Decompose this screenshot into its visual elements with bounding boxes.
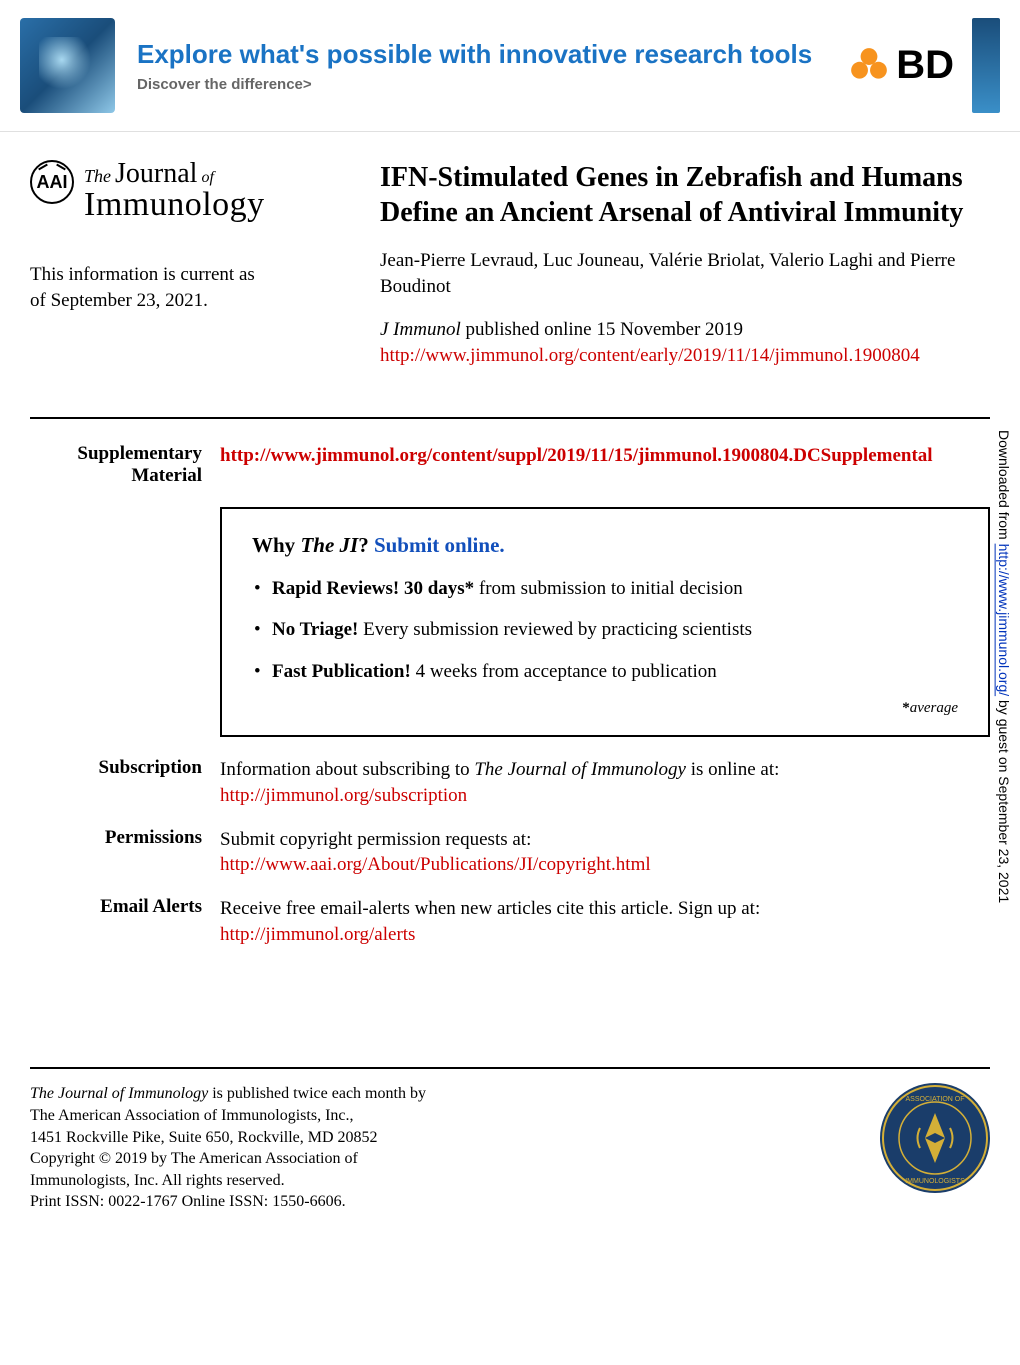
footer-line-0: The Journal of Immunology is published t… [30,1083,426,1105]
citation-pubinfo: published online 15 November 2019 [461,319,743,340]
promo-ji: The JI [300,533,358,557]
download-side-label: Downloaded from http://www.jimmunol.org/… [996,430,1012,903]
side-url-link[interactable]: http://www.jimmunol.org/ [996,544,1012,697]
metadata-section: Supplementary Material http://www.jimmun… [0,443,1020,948]
footer: The Journal of Immunology is published t… [0,1067,1020,1243]
promo-item-1-bold: No Triage! [272,619,358,640]
ad-subline: Discover the difference> [137,76,848,93]
permissions-label: Permissions [30,827,220,878]
divider-top [30,417,990,419]
supplementary-row: Supplementary Material http://www.jimmun… [30,443,990,487]
footer-line-2: 1451 Rockville Pike, Suite 650, Rockvill… [30,1127,426,1149]
article-url-link[interactable]: http://www.jimmunol.org/content/early/20… [380,345,920,366]
ad-headline: Explore what's possible with innovative … [137,38,848,71]
subscription-ji: The Journal of Immunology [474,759,686,780]
journal-immunology: Immunology [84,188,265,222]
aai-footer-seal-icon: ASSOCIATION OF IMMUNOLOGISTS [880,1083,990,1193]
ad-text-block: Explore what's possible with innovative … [137,38,848,94]
promo-why: Why [252,533,300,557]
ad-banner[interactable]: Explore what's possible with innovative … [0,0,1020,132]
journal-logo[interactable]: AAI The Journal of Immunology [30,160,360,222]
footer-line-4: Immunologists, Inc. All rights reserved. [30,1170,426,1192]
promo-item-2: Fast Publication! 4 weeks from acceptanc… [252,659,958,685]
journal-the: The [84,166,111,186]
citation-journal: J Immunol [380,319,461,340]
footer-line-1: The American Association of Immunologist… [30,1105,426,1127]
promo-item-2-rest: 4 weeks from acceptance to publication [411,661,717,682]
promo-q: ? [358,533,374,557]
permissions-value: Submit copyright permission requests at:… [220,827,990,878]
promo-item-1: No Triage! Every submission reviewed by … [252,617,958,643]
bd-logo[interactable]: BD [848,43,954,88]
supplementary-value: http://www.jimmunol.org/content/suppl/20… [220,443,990,487]
bd-clover-icon [848,45,890,87]
current-info-line1: This information is current as [30,262,360,288]
right-column: IFN-Stimulated Genes in Zebrafish and Hu… [360,160,990,369]
email-alerts-label: Email Alerts [30,896,220,947]
email-alerts-link[interactable]: http://jimmunol.org/alerts [220,924,415,945]
promo-item-0-rest: from submission to initial decision [474,578,743,599]
subscription-row: Subscription Information about subscribi… [30,757,990,808]
subscription-label: Subscription [30,757,220,808]
permissions-row: Permissions Submit copyright permission … [30,827,990,878]
promo-box: Why The JI? Submit online. Rapid Reviews… [220,507,990,738]
side-suffix: by guest on September 23, 2021 [996,696,1012,903]
ad-thumbnail [20,18,115,113]
subscription-text: Information about subscribing to [220,759,474,780]
journal-name: The Journal of Immunology [84,160,265,222]
footer-line-3: Copyright © 2019 by The American Associa… [30,1148,426,1170]
promo-item-2-bold: Fast Publication! [272,661,411,682]
supplementary-label: Supplementary Material [30,443,220,487]
svg-text:IMMUNOLOGISTS: IMMUNOLOGISTS [905,1178,965,1185]
promo-title: Why The JI? Submit online. [252,533,958,558]
subscription-value: Information about subscribing to The Jou… [220,757,990,808]
article-title: IFN-Stimulated Genes in Zebrafish and Hu… [380,160,990,230]
promo-list: Rapid Reviews! 30 days* from submission … [252,576,958,685]
header-section: AAI The Journal of Immunology This infor… [0,132,1020,393]
left-column: AAI The Journal of Immunology This infor… [30,160,360,369]
aai-seal-icon: AAI [30,160,74,204]
footer-text: The Journal of Immunology is published t… [30,1083,426,1213]
promo-item-1-rest: Every submission reviewed by practicing … [358,619,752,640]
email-alerts-value: Receive free email-alerts when new artic… [220,896,990,947]
promo-submit-link[interactable]: Submit online. [374,533,505,557]
journal-of: of [201,169,213,186]
footer-ji-italic: The Journal of Immunology [30,1085,208,1102]
email-alerts-row: Email Alerts Receive free email-alerts w… [30,896,990,947]
subscription-link[interactable]: http://jimmunol.org/subscription [220,785,467,806]
promo-avg-text: average [910,700,958,716]
bd-text: BD [896,43,954,88]
footer-flex: The Journal of Immunology is published t… [30,1083,990,1213]
journal-journal-word: Journal [115,158,197,189]
current-info-line2: of September 23, 2021. [30,288,360,314]
email-alerts-text: Receive free email-alerts when new artic… [220,898,760,919]
current-info: This information is current as of Septem… [30,262,360,313]
promo-item-0: Rapid Reviews! 30 days* from submission … [252,576,958,602]
subscription-text2: is online at: [686,759,779,780]
article-citation: J Immunol published online 15 November 2… [380,317,990,368]
ad-side-strip [972,18,1000,113]
supplementary-link[interactable]: http://www.jimmunol.org/content/suppl/20… [220,445,933,466]
permissions-text: Submit copyright permission requests at: [220,829,531,850]
footer-line-5: Print ISSN: 0022-1767 Online ISSN: 1550-… [30,1191,426,1213]
promo-item-0-bold: Rapid Reviews! 30 days* [272,578,474,599]
side-prefix: Downloaded from [996,430,1012,544]
article-authors: Jean-Pierre Levraud, Luc Jouneau, Valéri… [380,248,990,299]
footer-divider [30,1067,990,1069]
promo-avg-note: *average [252,700,958,717]
svg-text:ASSOCIATION OF: ASSOCIATION OF [906,1096,965,1103]
permissions-link[interactable]: http://www.aai.org/About/Publications/JI… [220,854,651,875]
